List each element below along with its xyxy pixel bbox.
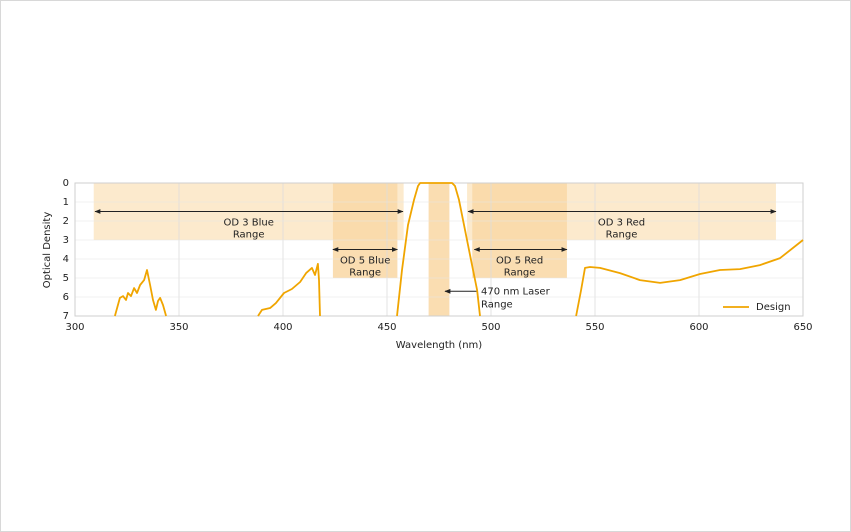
annotation: Range <box>481 299 513 310</box>
y-axis-title: Optical Density <box>42 212 53 289</box>
region-label: Range <box>504 268 536 279</box>
x-tick-label: 500 <box>481 322 500 333</box>
region-label: OD 3 Blue <box>223 218 273 229</box>
region-label: OD 5 Red <box>496 256 543 267</box>
region <box>428 183 450 316</box>
x-tick-label: 450 <box>377 322 396 333</box>
region-label: Range <box>349 268 381 279</box>
x-tick-label: 650 <box>793 322 812 333</box>
x-tick-label: 300 <box>65 322 84 333</box>
y-tick-label: 6 <box>63 292 69 303</box>
y-tick-label: 3 <box>63 235 69 246</box>
annotation: 470 nm Laser <box>481 286 551 297</box>
design-line <box>114 182 804 317</box>
region-label: OD 3 Red <box>598 218 645 229</box>
x-tick-label: 400 <box>273 322 292 333</box>
y-tick-label: 1 <box>63 197 69 208</box>
legend-label: Design <box>756 302 791 313</box>
y-tick-label: 5 <box>63 273 69 284</box>
x-tick-label: 600 <box>689 322 708 333</box>
y-tick-label: 7 <box>63 311 69 322</box>
x-tick-label: 350 <box>169 322 188 333</box>
region-label: OD 5 Blue <box>340 256 390 267</box>
region <box>472 183 567 278</box>
x-axis-title: Wavelength (nm) <box>396 340 482 351</box>
region-label: Range <box>233 230 265 241</box>
y-tick-label: 4 <box>63 254 69 265</box>
x-tick-label: 550 <box>585 322 604 333</box>
y-tick-label: 0 <box>63 178 69 189</box>
region-label: Range <box>606 230 638 241</box>
y-tick-label: 2 <box>63 216 69 227</box>
